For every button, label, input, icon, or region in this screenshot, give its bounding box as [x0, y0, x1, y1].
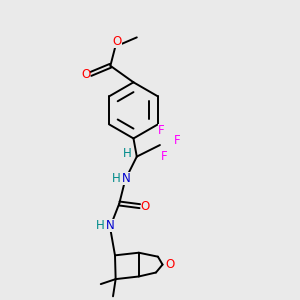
Text: O: O: [141, 200, 150, 213]
Text: H: H: [96, 219, 104, 232]
Text: O: O: [165, 258, 174, 271]
Text: N: N: [122, 172, 130, 184]
Text: F: F: [174, 134, 180, 147]
Text: H: H: [122, 148, 131, 160]
Text: O: O: [81, 68, 90, 80]
Text: O: O: [112, 35, 122, 48]
Text: F: F: [160, 150, 167, 163]
Text: F: F: [158, 124, 165, 137]
Text: N: N: [106, 219, 115, 232]
Text: H: H: [112, 172, 121, 184]
